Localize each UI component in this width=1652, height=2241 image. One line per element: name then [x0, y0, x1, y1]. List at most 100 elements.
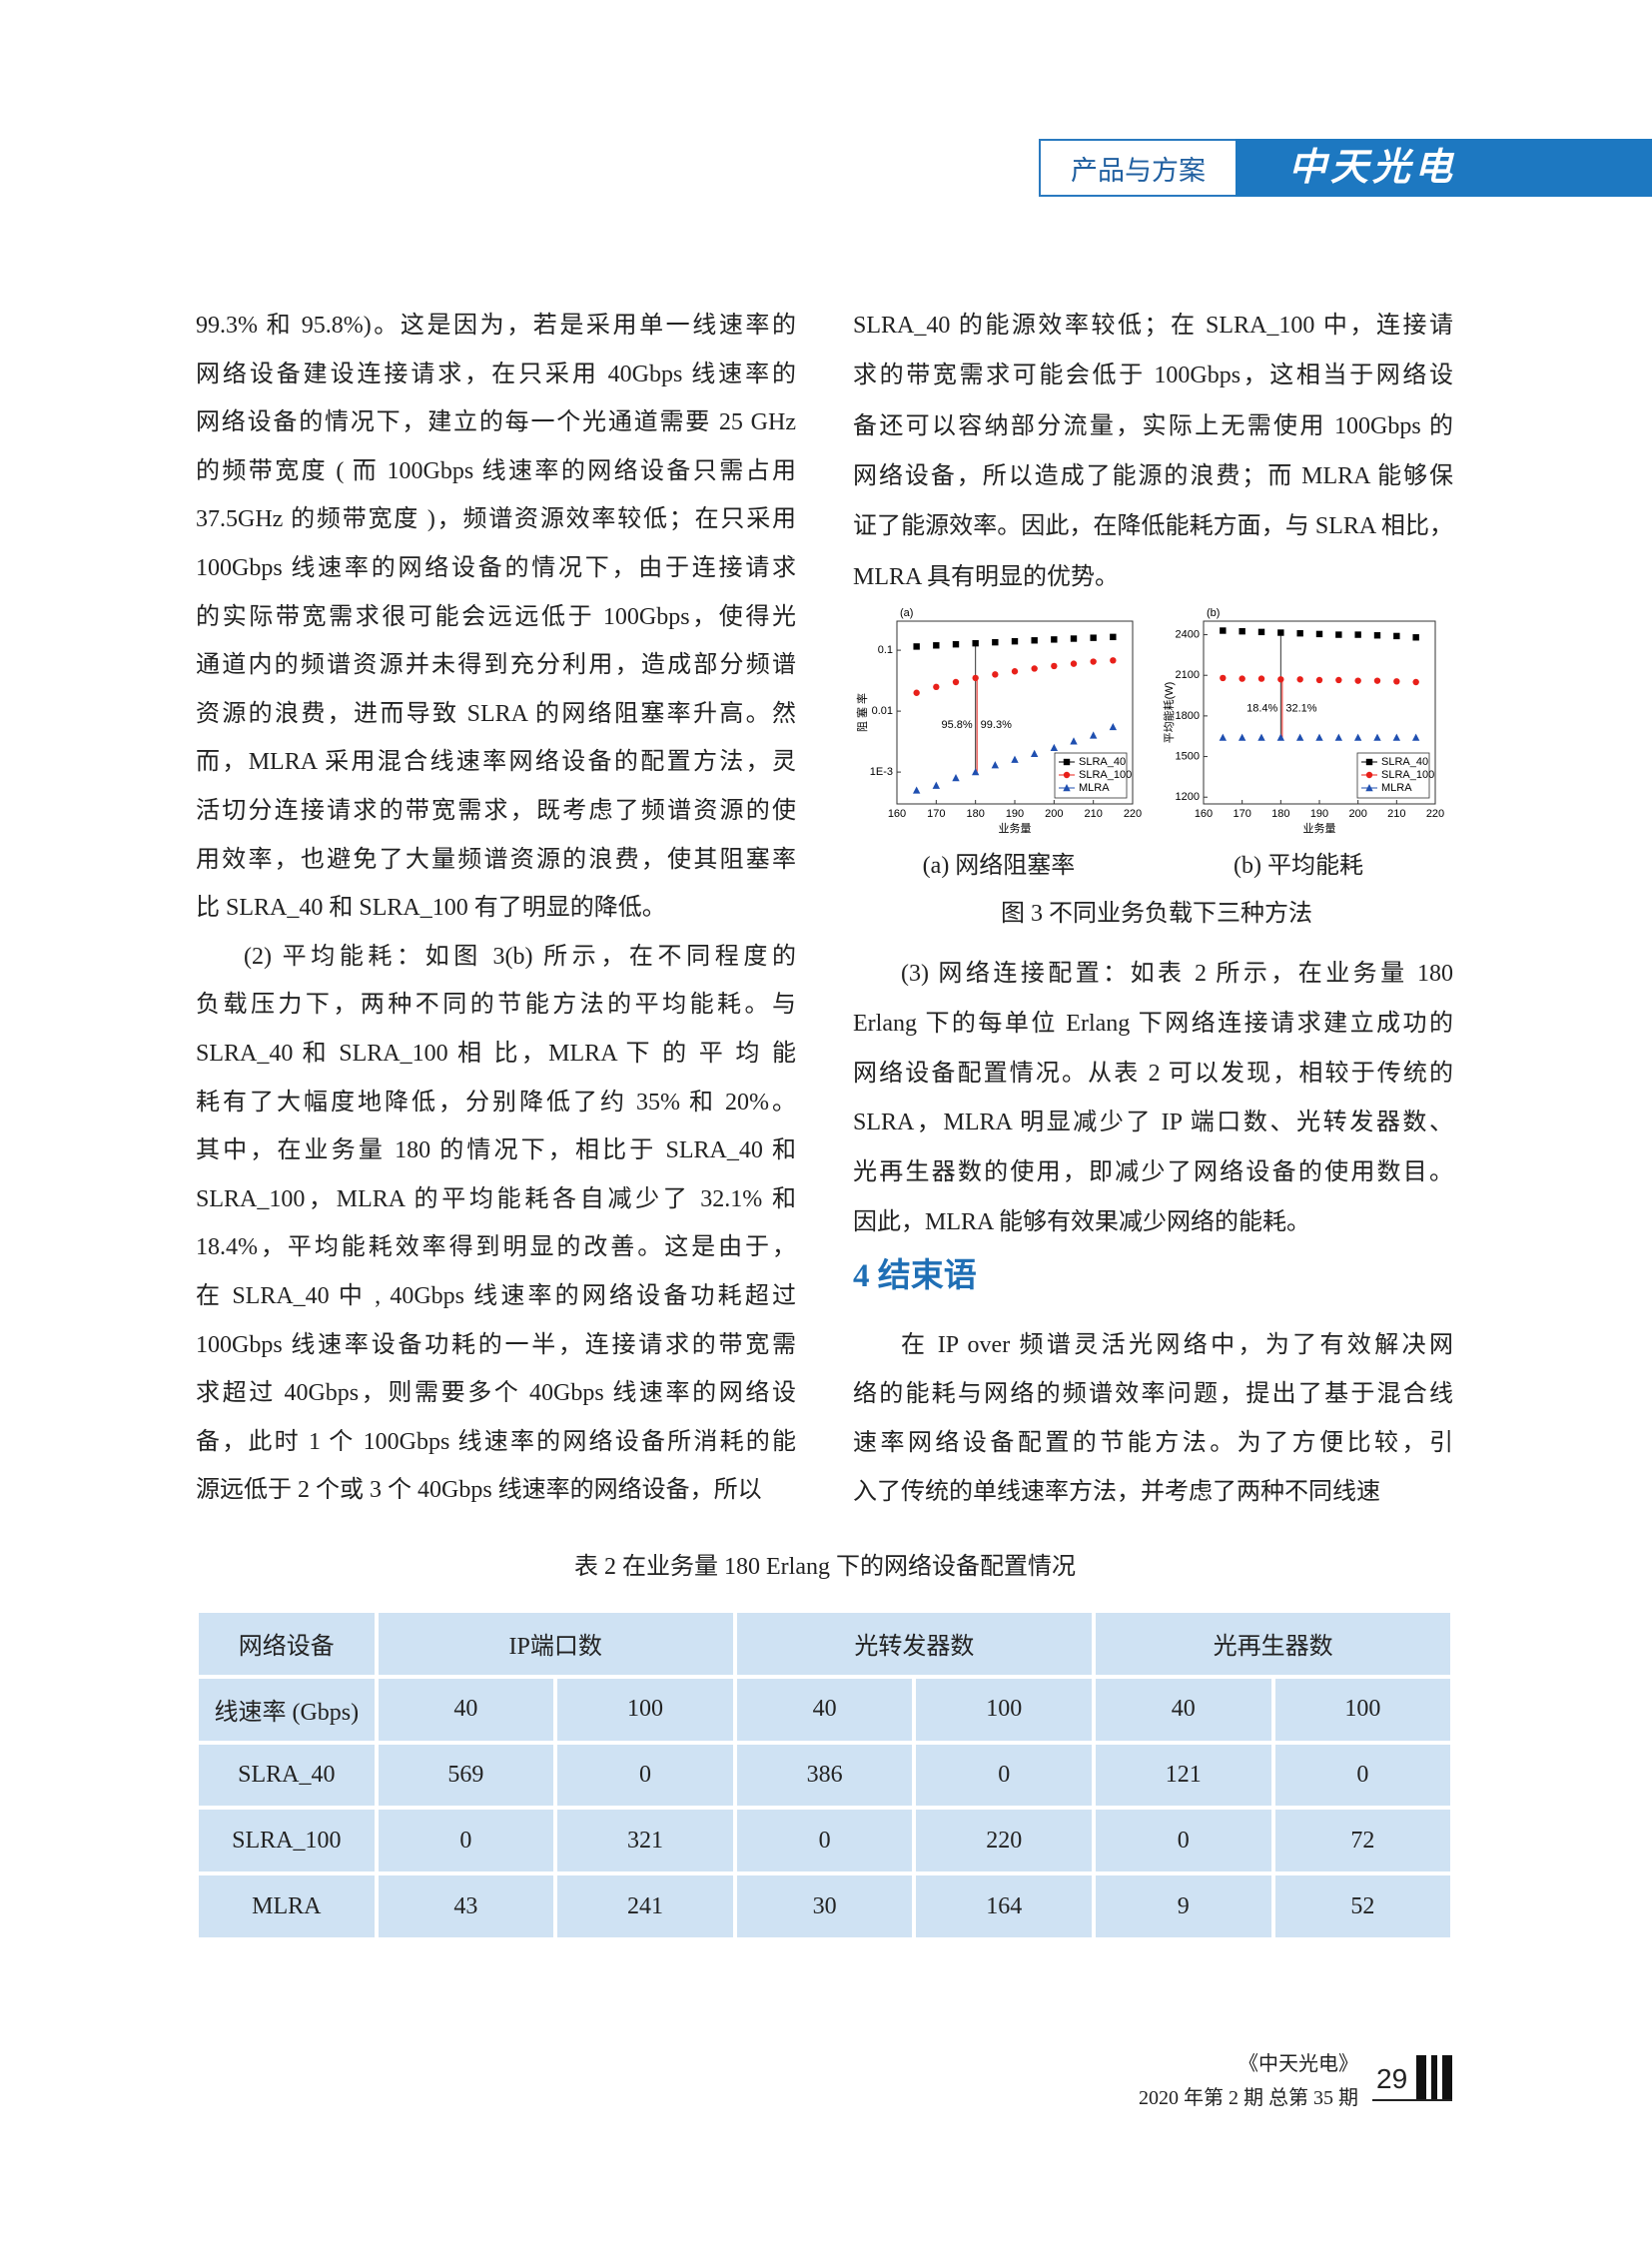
text-line: 网络设备，所以造成了能源的浪费；而 MLRA 能够保 [853, 462, 1453, 489]
marker [1411, 733, 1420, 741]
x-tick-label: 160 [888, 808, 906, 820]
legend-marker [1365, 784, 1373, 792]
page-bar [1416, 2055, 1426, 2099]
text-line: 资源的浪费，进而导致 SLRA 的网络阻塞率升高。然 [196, 700, 796, 727]
marker [1257, 675, 1265, 682]
marker [1354, 631, 1361, 638]
annotation: 99.3% [981, 719, 1012, 731]
marker [1090, 634, 1097, 641]
text-line: 37.5GHz 的频带宽度 )，频谱资源效率较低；在只采用 [196, 506, 796, 533]
marker [933, 683, 940, 691]
y-tick-label: 1200 [1176, 791, 1200, 803]
table-cell: 0 [1094, 1808, 1273, 1874]
marker [1030, 749, 1039, 757]
y-tick-label: 0.1 [878, 644, 893, 656]
panel-caption: (b) 平均能耗 [1234, 853, 1363, 879]
table-cell: 0 [914, 1742, 1094, 1809]
table-title: 表 2 在业务量 180 Erlang 下的网络设备配置情况 [574, 1554, 1076, 1580]
table-cell: 40 [376, 1676, 556, 1743]
y-axis-label: 阻 塞 率 [855, 693, 869, 732]
marker [1051, 636, 1058, 643]
marker [1296, 630, 1303, 637]
marker [952, 640, 960, 648]
text-line: 源远低于 2 个或 3 个 40Gbps 线速率的网络设备，所以 [196, 1477, 762, 1504]
text-line: 通道内的频谱资源并未得到充分利用，造成部分频谱 [196, 652, 796, 679]
x-tick-label: 160 [1195, 808, 1213, 820]
y-tick-label: 1800 [1176, 710, 1200, 722]
table-cell: 121 [1094, 1742, 1273, 1809]
y-tick-label: 1E-3 [870, 766, 893, 778]
text-line: 网络设备的情况下，建立的每一个光通道需要 25 GHz [196, 409, 796, 436]
table-cell: MLRA [197, 1873, 377, 1939]
marker [1220, 627, 1227, 634]
panel-label: (a) [900, 607, 913, 619]
text-line: 因此，MLRA 能够有效果减少网络的能耗。 [853, 1209, 1311, 1235]
text-line: SLRA_40 和 SLRA_100 相 比，MLRA 下 的 平 均 能 [196, 1041, 796, 1067]
text-line: 活切分连接请求的带宽需求，既考虑了频谱资源的使 [196, 798, 796, 824]
legend-marker [1063, 758, 1071, 766]
annotation: 18.4% [1246, 702, 1277, 714]
text-line: Erlang 下的每单位 Erlang 下网络连接请求建立成功的 [853, 1010, 1453, 1037]
marker [1239, 675, 1245, 682]
y-axis-label: 平均能耗(W) [1162, 682, 1176, 744]
legend-marker [1365, 771, 1373, 779]
marker [1373, 677, 1381, 684]
marker [1315, 676, 1323, 684]
marker [1393, 678, 1400, 685]
section-title: 产品与方案 [1071, 155, 1206, 187]
text-line: 网络设备配置情况。从表 2 可以发现，相较于传统的 [853, 1060, 1453, 1087]
text-line: 求超过 40Gbps，则需要多个 40Gbps 线速率的网络设 [196, 1380, 796, 1407]
text-line: 100Gbps 线速率设备功耗的一半，连接请求的带宽需 [196, 1331, 796, 1358]
text-line: 备，此时 1 个 100Gbps 线速率的网络设备所消耗的能 [196, 1428, 796, 1455]
marker [1277, 629, 1284, 636]
chart: 160 170 180 190 200 210 220 1200 1500 1800 2100 240… [1162, 607, 1444, 835]
marker [1031, 665, 1038, 672]
marker [1412, 678, 1419, 686]
marker [1050, 743, 1059, 752]
x-tick-label: 200 [1348, 808, 1366, 820]
text-line: SLRA，MLRA 明显减少了 IP 端口数、光转发器数、 [853, 1110, 1453, 1136]
table-cell: 光转发器数 [734, 1611, 1094, 1677]
marker [1011, 668, 1019, 675]
brand: 中天光电 [1288, 147, 1457, 189]
x-tick-label: 210 [1387, 808, 1405, 820]
marker [972, 674, 979, 682]
text-line: 其中，在业务量 180 的情况下，相比于 SLRA_40 和 [196, 1137, 796, 1164]
marker [1373, 733, 1381, 741]
table-cell: 386 [734, 1742, 915, 1809]
table-cell: 43 [376, 1873, 556, 1939]
text-line: 求的带宽需求可能会低于 100Gbps，这相当于网络设 [853, 363, 1453, 389]
marker [1031, 637, 1038, 644]
marker [1334, 733, 1343, 741]
legend-label: MLRA [1381, 782, 1412, 794]
table-cell: SLRA_40 [197, 1742, 377, 1809]
table-cell: IP端口数 [376, 1611, 735, 1677]
text-line: 而，MLRA 采用混合线速率网络设备的配置方法，灵 [196, 749, 796, 776]
marker [1393, 632, 1400, 640]
text-line: 络的能耗与网络的频谱效率问题，提出了基于混合线 [853, 1381, 1453, 1407]
marker [1295, 733, 1304, 741]
text-line: (2) 平均能耗：如图 3(b) 所示，在不同程度的 [244, 943, 796, 970]
marker [933, 642, 940, 649]
legend-label: SLRA_100 [1381, 769, 1434, 781]
marker [1392, 733, 1401, 741]
legend-marker [1063, 784, 1071, 792]
marker [1257, 628, 1265, 636]
legend-marker [1063, 771, 1071, 779]
page-number: 29 [1376, 2063, 1408, 2094]
x-axis-label: 业务量 [999, 822, 1032, 835]
marker [1220, 674, 1227, 682]
page-bar [1442, 2055, 1452, 2099]
x-tick-label: 170 [1233, 808, 1250, 820]
marker [1335, 631, 1342, 638]
table-cell: 9 [1094, 1873, 1273, 1939]
legend-label: SLRA_100 [1079, 769, 1132, 781]
text-line: 网络设备建设连接请求，在只采用 40Gbps 线速率的 [196, 361, 796, 387]
text-line: (3) 网络连接配置：如表 2 所示，在业务量 180 [901, 961, 1453, 987]
text-line: 备还可以容纳部分流量，实际上无需使用 100Gbps 的 [853, 412, 1453, 439]
marker [1315, 630, 1323, 638]
table-cell: 100 [914, 1676, 1094, 1743]
marker [912, 786, 921, 794]
marker [1219, 733, 1228, 741]
marker [1277, 676, 1284, 683]
